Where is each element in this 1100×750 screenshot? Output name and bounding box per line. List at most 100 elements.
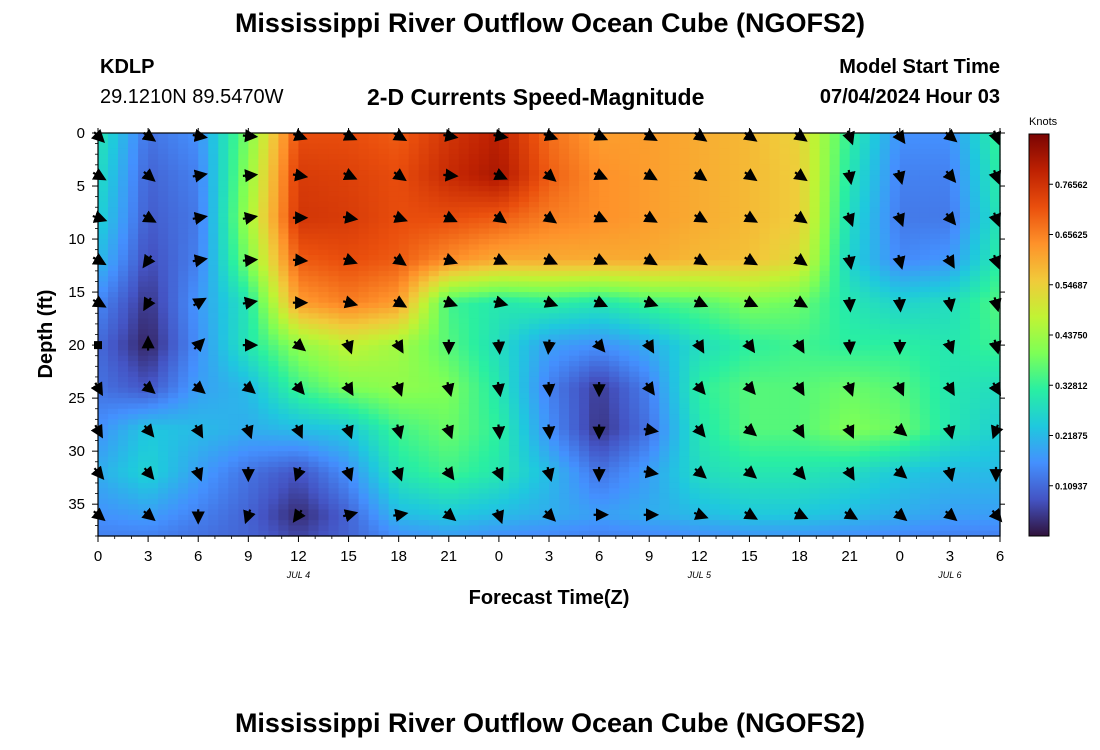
heatmap-cell [218, 414, 229, 420]
heatmap-cell [478, 350, 490, 357]
heatmap-cell [559, 133, 570, 139]
heatmap-cell [569, 329, 580, 336]
heatmap-cell [308, 143, 320, 150]
heatmap-cell [108, 138, 119, 145]
heatmap-cell [829, 334, 841, 341]
heatmap-cell [569, 196, 580, 203]
heatmap-cell [198, 217, 209, 224]
heatmap-cell [318, 228, 330, 235]
heatmap-cell [418, 414, 430, 420]
heatmap-cell [288, 143, 300, 150]
heatmap-cell [178, 403, 189, 410]
heatmap-cell [589, 371, 600, 378]
heatmap-cell [799, 366, 811, 373]
heatmap-cell [268, 249, 279, 256]
heatmap-cell [799, 318, 811, 325]
heatmap-cell [969, 345, 981, 352]
heatmap-cell [959, 323, 971, 330]
heatmap-cell [488, 244, 500, 251]
heatmap-cell [869, 254, 881, 261]
heatmap-cell [899, 212, 911, 219]
heatmap-cell [679, 355, 690, 362]
heatmap-cell [839, 233, 851, 240]
heatmap-cell [819, 334, 831, 341]
heatmap-cell [699, 408, 710, 415]
heatmap-cell [619, 302, 630, 309]
heatmap-cell [238, 307, 249, 314]
heatmap-cell [869, 212, 881, 219]
heatmap-cell [769, 228, 781, 235]
heatmap-cell [719, 233, 730, 240]
heatmap-cell [308, 371, 320, 378]
heatmap-cell [679, 361, 690, 367]
heatmap-cell [689, 307, 700, 314]
heatmap-cell [508, 281, 520, 288]
heatmap-cell [218, 281, 229, 288]
heatmap-cell [528, 281, 540, 288]
heatmap-cell [388, 223, 400, 230]
heatmap-cell [128, 350, 139, 357]
heatmap-cell [228, 201, 239, 208]
heatmap-cell [659, 239, 670, 245]
heatmap-cell [909, 339, 921, 346]
heatmap-cell [328, 239, 340, 245]
heatmap-cell [208, 371, 219, 378]
heatmap-cell [939, 148, 951, 155]
heatmap-cell [949, 223, 961, 230]
heatmap-cell [228, 191, 239, 198]
heatmap-cell [318, 249, 330, 256]
heatmap-cell [599, 186, 610, 192]
heatmap-cell [699, 376, 710, 383]
heatmap-cell [799, 223, 811, 230]
heatmap-cell [869, 265, 881, 272]
heatmap-cell [809, 180, 821, 187]
heatmap-cell [368, 191, 380, 198]
heatmap-cell [709, 419, 720, 426]
heatmap-cell [268, 159, 279, 166]
heatmap-cell [619, 154, 630, 161]
heatmap-cell [158, 233, 169, 240]
heatmap-cell [128, 249, 139, 256]
heatmap-cell [368, 265, 380, 272]
heatmap-cell [298, 159, 310, 166]
heatmap-cell [98, 371, 109, 378]
heatmap-cell [809, 307, 821, 314]
heatmap-cell [288, 244, 300, 251]
heatmap-cell [178, 191, 189, 198]
heatmap-cell [989, 201, 1001, 208]
heatmap-cell [168, 403, 179, 410]
heatmap-cell [408, 408, 420, 415]
heatmap-cell [599, 371, 610, 378]
heatmap-cell [388, 361, 400, 367]
heatmap-cell [909, 392, 921, 399]
heatmap-cell [849, 297, 861, 304]
heatmap-cell [689, 201, 700, 208]
heatmap-cell [769, 233, 781, 240]
heatmap-cell [268, 244, 279, 251]
heatmap-cell [889, 191, 901, 198]
heatmap-cell [208, 212, 219, 219]
heatmap-cell [438, 217, 450, 224]
heatmap-cell [569, 392, 580, 399]
heatmap-cell [799, 339, 811, 346]
heatmap-cell [228, 260, 239, 267]
heatmap-cell [328, 207, 340, 214]
heatmap-cell [579, 254, 590, 261]
heatmap-cell [368, 345, 380, 352]
heatmap-cell [749, 323, 761, 330]
heatmap-cell [348, 408, 360, 415]
heatmap-cell [649, 345, 660, 352]
heatmap-cell [238, 398, 249, 405]
heatmap-cell [388, 207, 400, 214]
heatmap-cell [589, 201, 600, 208]
heatmap-cell [809, 154, 821, 161]
heatmap-cell [959, 281, 971, 288]
heatmap-cell [599, 281, 610, 288]
heatmap-cell [659, 186, 670, 192]
heatmap-cell [158, 350, 169, 357]
heatmap-cell [328, 276, 340, 283]
heatmap-cell [168, 164, 179, 171]
heatmap-cell [308, 424, 320, 431]
heatmap-cell [278, 392, 290, 399]
heatmap-cell [819, 292, 831, 298]
